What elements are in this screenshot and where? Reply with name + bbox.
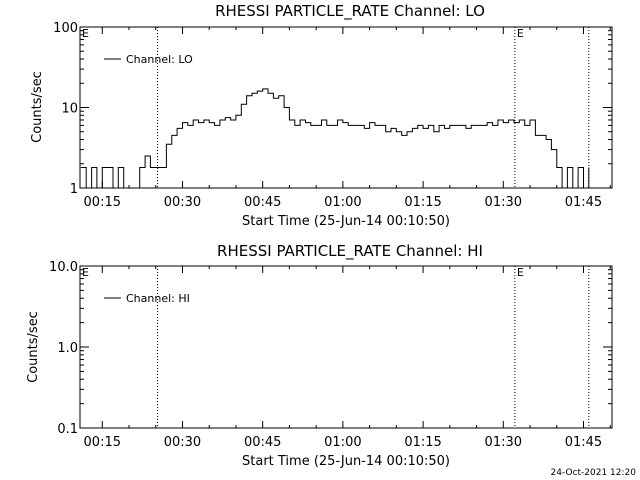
legend: Channel: LO <box>104 53 193 66</box>
x-axis-label: Start Time (25-Jun-14 00:10:50) <box>242 214 450 229</box>
marker-label: E <box>82 266 89 279</box>
chart-panel-hi: RHESSI PARTICLE_RATE Channel: HI Counts/… <box>26 242 613 469</box>
y-tick-label: 0.1 <box>57 422 78 437</box>
y-tick-label: 100 <box>53 21 78 36</box>
axis-ticks: 00:15 00:30 00:45 01:00 01:15 01:30 01:45 1 10 10… <box>53 21 612 210</box>
x-tick-label: 00:30 <box>164 435 201 450</box>
x-tick-label: 00:45 <box>244 195 281 210</box>
y-tick-label: 1.0 <box>57 341 78 356</box>
marker-label: E <box>517 27 524 40</box>
y-axis-label: Counts/sec <box>26 311 41 383</box>
x-tick-label: 00:15 <box>84 435 121 450</box>
x-tick-label: 01:30 <box>485 195 522 210</box>
y-tick-label: 1 <box>70 182 78 197</box>
series-line <box>80 88 590 189</box>
x-tick-label: 01:30 <box>485 435 522 450</box>
legend-label: Channel: LO <box>126 53 193 66</box>
x-tick-label: 01:45 <box>565 195 602 210</box>
x-tick-label: 01:00 <box>324 195 361 210</box>
y-axis-label: Counts/sec <box>30 71 45 143</box>
marker-label: E <box>517 266 524 279</box>
x-tick-label: 01:45 <box>565 435 602 450</box>
chart-title: RHESSI PARTICLE_RATE Channel: LO <box>215 2 485 21</box>
x-tick-label: 00:45 <box>244 435 281 450</box>
plot-frame <box>79 26 613 189</box>
x-tick-label: 00:30 <box>164 195 201 210</box>
chart-panel-lo: RHESSI PARTICLE_RATE Channel: LO Counts/… <box>30 2 613 229</box>
chart-title: RHESSI PARTICLE_RATE Channel: HI <box>217 242 483 261</box>
y-tick-label: 10 <box>61 102 78 117</box>
footer-timestamp: 24-Oct-2021 12:20 <box>551 468 637 478</box>
legend-label: Channel: HI <box>126 292 190 305</box>
x-tick-label: 01:00 <box>324 435 361 450</box>
x-tick-label: 01:15 <box>404 435 441 450</box>
x-tick-label: 00:15 <box>84 195 121 210</box>
x-axis-label: Start Time (25-Jun-14 00:10:50) <box>242 454 450 469</box>
plot-frame <box>79 265 613 429</box>
marker-label: E <box>82 27 89 40</box>
y-tick-label: 10.0 <box>49 260 78 275</box>
legend: Channel: HI <box>104 292 190 305</box>
series-lines <box>80 88 590 189</box>
axis-ticks: 00:15 00:30 00:45 01:00 01:15 01:30 01:45 0.1 1.… <box>49 260 612 450</box>
x-tick-label: 01:15 <box>404 195 441 210</box>
